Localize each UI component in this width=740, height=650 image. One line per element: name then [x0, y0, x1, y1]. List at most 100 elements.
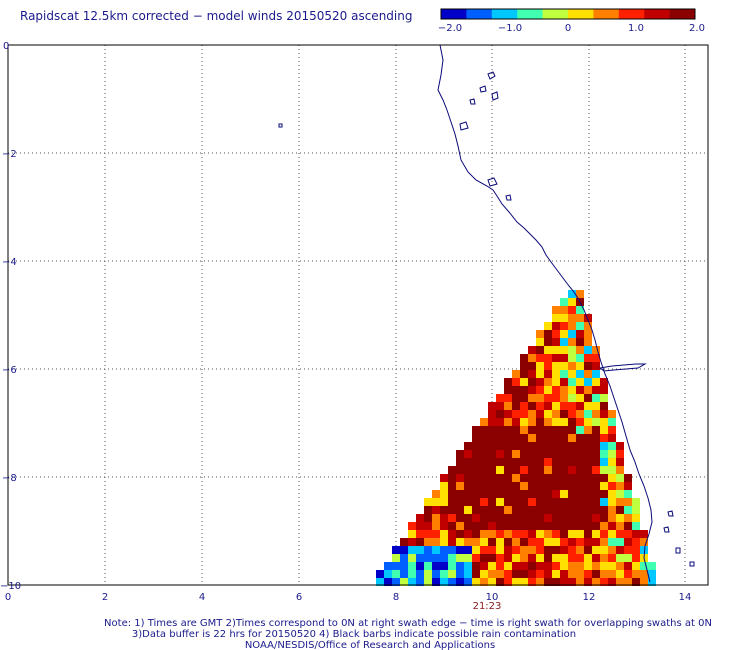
swath-pixel [608, 490, 616, 498]
swath-pixel [640, 570, 648, 578]
swath-pixel [488, 490, 496, 498]
swath-pixel [376, 578, 384, 586]
swath-pixel [520, 530, 528, 538]
swath-pixel [616, 562, 624, 570]
swath-pixel [456, 498, 464, 506]
swath-pixel [576, 474, 584, 482]
swath-pixel [584, 362, 592, 370]
swath-pixel [592, 562, 600, 570]
swath-pixel [584, 538, 592, 546]
swath-pixel [520, 578, 528, 586]
swath-pixel [536, 506, 544, 514]
swath-pixel [568, 434, 576, 442]
swath-pixel [624, 498, 632, 506]
swath-pixel [552, 546, 560, 554]
swath-pixel [488, 570, 496, 578]
swath-pixel [400, 554, 408, 562]
swath-pixel [472, 442, 480, 450]
swath-pixel [584, 506, 592, 514]
swath-pixel [464, 530, 472, 538]
swath-pixel [536, 450, 544, 458]
swath-pixel [592, 570, 600, 578]
swath-pixel [544, 562, 552, 570]
swath-pixel [536, 442, 544, 450]
swath-pixel [504, 418, 512, 426]
island [278, 71, 695, 567]
swath-pixel [568, 402, 576, 410]
swath-pixel [552, 362, 560, 370]
swath-pixel [504, 426, 512, 434]
swath-pixel [624, 506, 632, 514]
swath-pixel [528, 426, 536, 434]
swath-pixel [464, 522, 472, 530]
swath-pixel [600, 450, 608, 458]
swath-pixel [408, 538, 416, 546]
swath-pixel [640, 578, 648, 586]
swath-pixel [624, 522, 632, 530]
swath-pixel [496, 394, 504, 402]
swath-pixel [584, 410, 592, 418]
swath-pixel [416, 538, 424, 546]
swath-pixel [480, 482, 488, 490]
swath-pixel [568, 418, 576, 426]
swath-pixel [504, 522, 512, 530]
swath-pixel [472, 426, 480, 434]
swath-pixel [536, 474, 544, 482]
swath-pixel [568, 466, 576, 474]
swath-pixel [576, 346, 584, 354]
swath-pixel [576, 362, 584, 370]
swath-pixel [392, 554, 400, 562]
colorbar-tick-label: −2.0 [438, 23, 462, 34]
swath-pixel [448, 514, 456, 522]
swath-pixel [544, 386, 552, 394]
swath-pixel [592, 506, 600, 514]
swath-pixel [456, 578, 464, 586]
swath-pixel [528, 466, 536, 474]
swath-pixel [552, 386, 560, 394]
swath-pixel [448, 482, 456, 490]
swath-pixel [600, 546, 608, 554]
swath-pixel [440, 530, 448, 538]
swath-pixel [536, 354, 544, 362]
swath-pixel [592, 546, 600, 554]
swath-pixel [552, 330, 560, 338]
swath-pixel [624, 570, 632, 578]
swath-pixel [552, 498, 560, 506]
swath-pixel [536, 362, 544, 370]
swath-pixel [560, 314, 568, 322]
swath-pixel [464, 546, 472, 554]
swath-pixel [576, 490, 584, 498]
swath-pixel [568, 426, 576, 434]
swath-pixel [584, 450, 592, 458]
swath-pixel [600, 490, 608, 498]
swath-pixel [592, 538, 600, 546]
colorbar-segment [568, 9, 594, 19]
swath-pixel [520, 426, 528, 434]
swath-pixel [472, 506, 480, 514]
swath-pixel [576, 482, 584, 490]
swath-pixel [560, 378, 568, 386]
swath-pixel [384, 562, 392, 570]
swath-pixel [520, 362, 528, 370]
swath-pixel [552, 322, 560, 330]
swath-pixel [520, 442, 528, 450]
swath-pixel [568, 458, 576, 466]
swath-pixel [432, 514, 440, 522]
swath-pixel [432, 578, 440, 586]
swath-pixel [448, 498, 456, 506]
colorbar-segment [618, 9, 645, 19]
swath-pixel [464, 578, 472, 586]
swath-pixel [560, 562, 568, 570]
swath-pixel [592, 402, 600, 410]
swath-pixel [600, 458, 608, 466]
swath-pixel [528, 490, 536, 498]
swath-pixel [480, 466, 488, 474]
swath-pixel [560, 434, 568, 442]
swath-pixel [560, 346, 568, 354]
swath-pixel [560, 418, 568, 426]
swath-pixel [592, 418, 600, 426]
swath-pixel [560, 354, 568, 362]
swath-pixel [600, 514, 608, 522]
swath-pixel [552, 514, 560, 522]
